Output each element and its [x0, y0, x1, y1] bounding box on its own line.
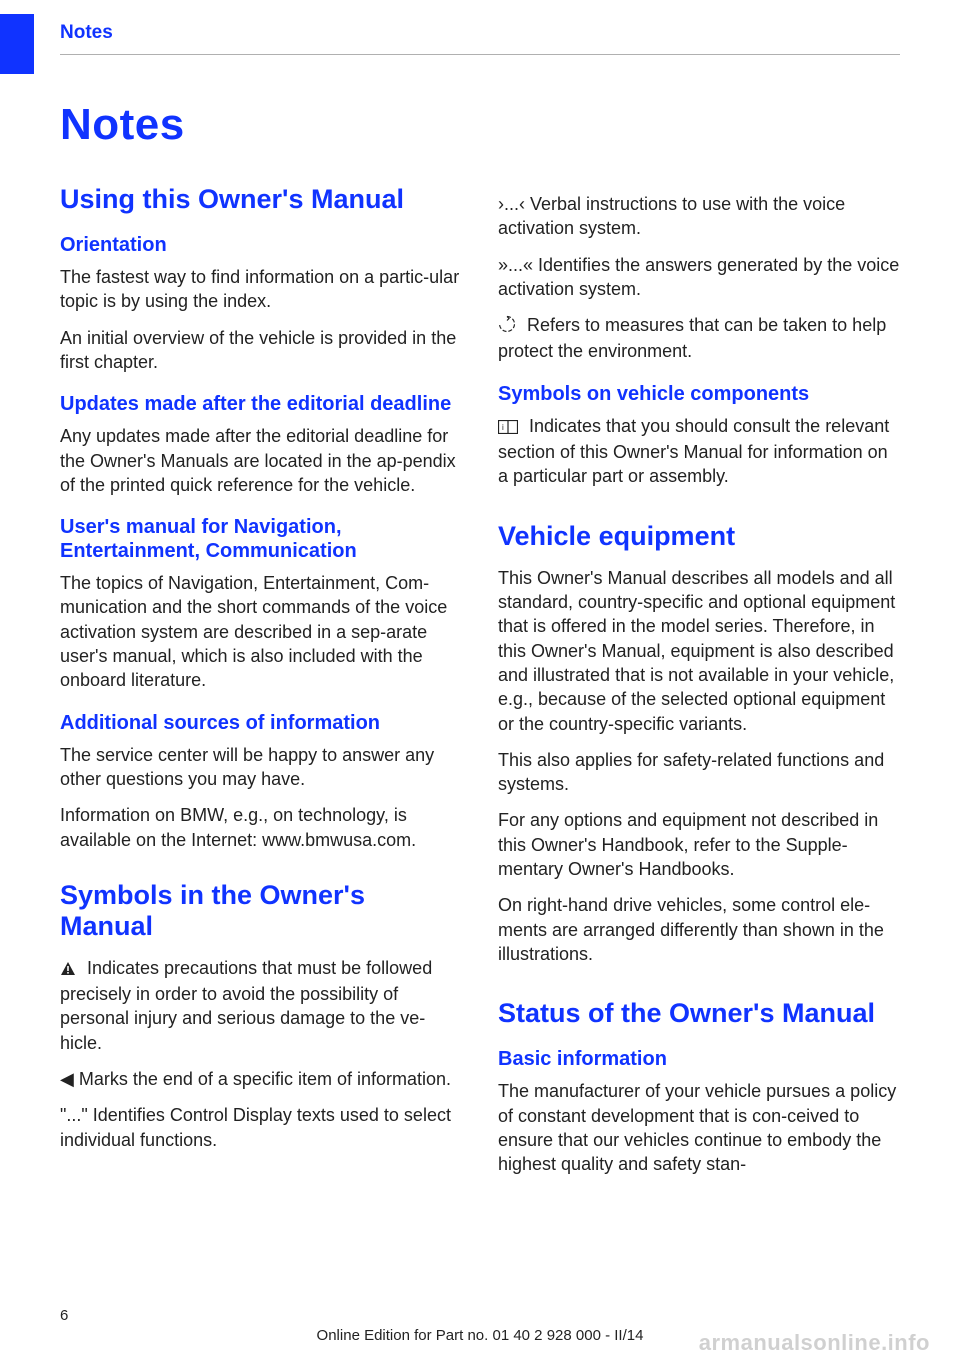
- body-run: Indicates that you should consult the re…: [498, 416, 889, 487]
- body-text: "..." Identifies Control Display texts u…: [60, 1103, 462, 1152]
- column-top-spacer: [498, 100, 900, 192]
- section-tab: [0, 14, 34, 74]
- subsection-additional-sources: Additional sources of information: [60, 711, 462, 735]
- subsection-orientation: Orientation: [60, 233, 462, 257]
- body-text: Refers to measures that can be taken to …: [498, 313, 900, 364]
- body-text: An initial overview of the vehicle is pr…: [60, 326, 462, 375]
- subsection-symbols-components: Symbols on vehicle components: [498, 382, 900, 406]
- page-footer: 6 Online Edition for Part no. 01 40 2 92…: [60, 1304, 900, 1344]
- header-rule: [60, 54, 900, 55]
- body-text: This also applies for safety-related fun…: [498, 748, 900, 797]
- section-vehicle-equipment: Vehicle equipment: [498, 521, 900, 552]
- page-number: 6: [60, 1307, 68, 1324]
- body-text: ◀ Marks the end of a specific item of in…: [60, 1067, 462, 1091]
- svg-text:i: i: [502, 423, 504, 432]
- body-text: »...« Identifies the answers generated b…: [498, 253, 900, 302]
- body-text: The fastest way to find information on a…: [60, 265, 462, 314]
- book-icon: i: [498, 416, 518, 440]
- page-title: Notes: [60, 100, 462, 150]
- body-text: The service center will be happy to answ…: [60, 743, 462, 792]
- body-text: i Indicates that you should consult the …: [498, 414, 900, 489]
- body-run: Indicates precautions that must be follo…: [60, 958, 432, 1053]
- page: Notes Notes Using this Owner's Manual Or…: [0, 0, 960, 1362]
- page-header: Notes: [60, 22, 900, 70]
- body-text: On right-hand drive vehicles, some contr…: [498, 893, 900, 966]
- subsection-basic-info: Basic information: [498, 1047, 900, 1071]
- body-text: Any updates made after the editorial dea…: [60, 424, 462, 497]
- body-text: The manufacturer of your vehicle pursues…: [498, 1079, 900, 1176]
- body-run: Refers to measures that can be taken to …: [498, 315, 886, 361]
- footer-text: Online Edition for Part no. 01 40 2 928 …: [60, 1327, 900, 1344]
- body-text: Information on BMW, e.g., on technology,…: [60, 803, 462, 852]
- subsection-updates: Updates made after the editorial deadlin…: [60, 392, 462, 416]
- body-text: This Owner's Manual describes all models…: [498, 566, 900, 736]
- recycle-icon: [498, 315, 516, 339]
- running-header-title: Notes: [60, 22, 900, 44]
- body-text: For any options and equipment not descri…: [498, 808, 900, 881]
- warning-icon: [60, 958, 76, 982]
- left-column: Notes Using this Owner's Manual Orientat…: [60, 100, 462, 1282]
- body-text: The topics of Navigation, Entertainment,…: [60, 571, 462, 692]
- section-status-manual: Status of the Owner's Manual: [498, 998, 900, 1029]
- body-text: Indicates precautions that must be follo…: [60, 956, 462, 1055]
- section-using-manual: Using this Owner's Manual: [60, 184, 462, 215]
- body-text: ›...‹ Verbal instructions to use with th…: [498, 192, 900, 241]
- subsection-nav-ent-comm: User's manual for Navigation, Entertainm…: [60, 515, 462, 563]
- content-columns: Notes Using this Owner's Manual Orientat…: [60, 100, 900, 1282]
- section-symbols: Symbols in the Owner's Manual: [60, 880, 462, 942]
- right-column: ›...‹ Verbal instructions to use with th…: [498, 100, 900, 1282]
